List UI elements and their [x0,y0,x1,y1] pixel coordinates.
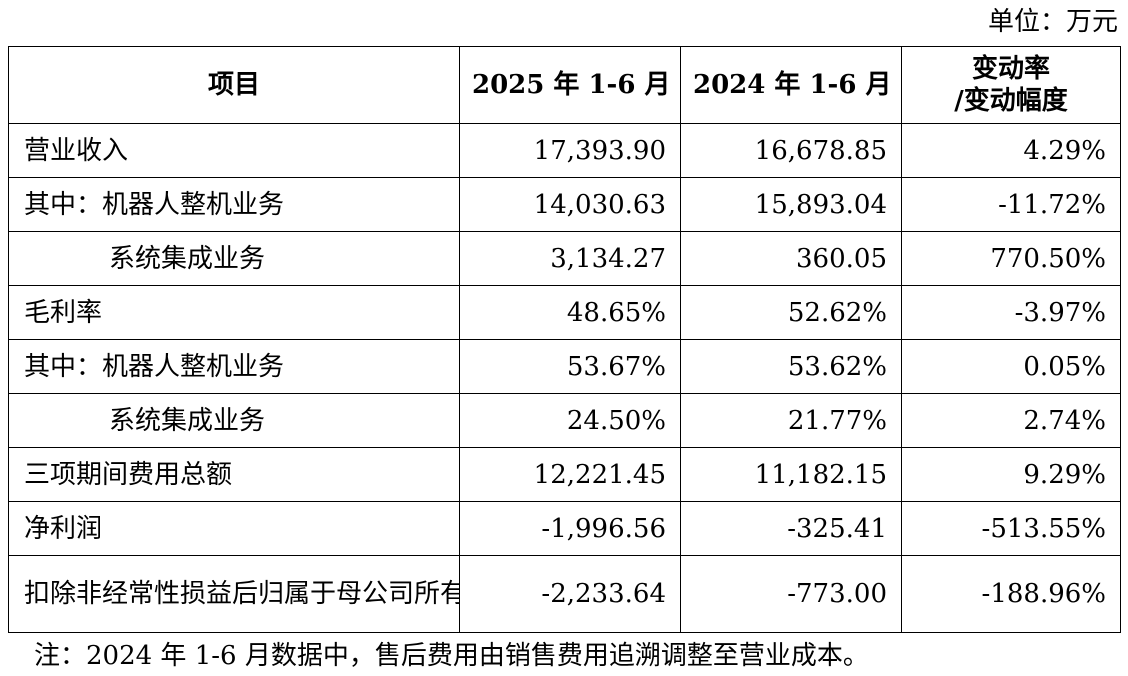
row-change: -11.72% [901,177,1121,232]
row-value-2024: 11,182.15 [680,447,902,502]
row-change: 770.50% [901,231,1121,286]
table-row: 其中：机器人整机业务 53.67% 53.62% 0.05% [8,339,1121,394]
footnote: 注：2024 年 1-6 月数据中，售后费用由销售费用追溯调整至营业成本。 [34,641,869,671]
row-value-2025: 12,221.45 [459,447,681,502]
table-header-row: 项目 2025 年 1-6 月 2024 年 1-6 月 变动率 /变动幅度 [8,46,1121,124]
row-label: 系统集成业务 [8,393,460,448]
row-value-2024: 15,893.04 [680,177,902,232]
row-change: 2.74% [901,393,1121,448]
row-value-2025: -1,996.56 [459,501,681,556]
row-change: 9.29% [901,447,1121,502]
row-value-2024: 360.05 [680,231,902,286]
table-row: 其中：机器人整机业务 14,030.63 15,893.04 -11.72% [8,177,1121,232]
row-label: 三项期间费用总额 [8,447,460,502]
financial-summary-table: 项目 2025 年 1-6 月 2024 年 1-6 月 变动率 /变动幅度 营… [8,46,1121,633]
table-row: 系统集成业务 24.50% 21.77% 2.74% [8,393,1121,448]
header-item: 项目 [8,46,460,124]
table-row: 毛利率 48.65% 52.62% -3.97% [8,285,1121,340]
row-value-2025: 14,030.63 [459,177,681,232]
row-label: 系统集成业务 [8,231,460,286]
row-label: 扣除非经常性损益后归属于母公司所有者的净利润 [8,555,460,633]
row-value-2024: 16,678.85 [680,123,902,178]
row-label: 净利润 [8,501,460,556]
row-value-2024: 21.77% [680,393,902,448]
row-value-2025: -2,233.64 [459,555,681,633]
row-value-2025: 53.67% [459,339,681,394]
unit-label: 单位：万元 [987,7,1118,37]
row-change: -3.97% [901,285,1121,340]
row-label: 其中：机器人整机业务 [8,177,460,232]
header-change-line2: /变动幅度 [954,86,1068,116]
table-row: 营业收入 17,393.90 16,678.85 4.29% [8,123,1121,178]
row-change: 0.05% [901,339,1121,394]
table-row: 净利润 -1,996.56 -325.41 -513.55% [8,501,1121,556]
header-change-line1: 变动率 [971,54,1050,84]
row-change: 4.29% [901,123,1121,178]
row-value-2025: 3,134.27 [459,231,681,286]
row-value-2025: 24.50% [459,393,681,448]
row-change: -513.55% [901,501,1121,556]
row-label: 毛利率 [8,285,460,340]
row-label: 营业收入 [8,123,460,178]
row-value-2024: -325.41 [680,501,902,556]
row-label: 其中：机器人整机业务 [8,339,460,394]
row-value-2025: 48.65% [459,285,681,340]
header-change: 变动率 /变动幅度 [901,46,1121,124]
row-value-2024: -773.00 [680,555,902,633]
header-2025-h1: 2025 年 1-6 月 [459,46,681,124]
header-2024-h1: 2024 年 1-6 月 [680,46,902,124]
table-row: 三项期间费用总额 12,221.45 11,182.15 9.29% [8,447,1121,502]
row-value-2024: 52.62% [680,285,902,340]
row-value-2024: 53.62% [680,339,902,394]
row-change: -188.96% [901,555,1121,633]
table-row: 扣除非经常性损益后归属于母公司所有者的净利润 -2,233.64 -773.00… [8,555,1121,633]
row-value-2025: 17,393.90 [459,123,681,178]
table-row: 系统集成业务 3,134.27 360.05 770.50% [8,231,1121,286]
